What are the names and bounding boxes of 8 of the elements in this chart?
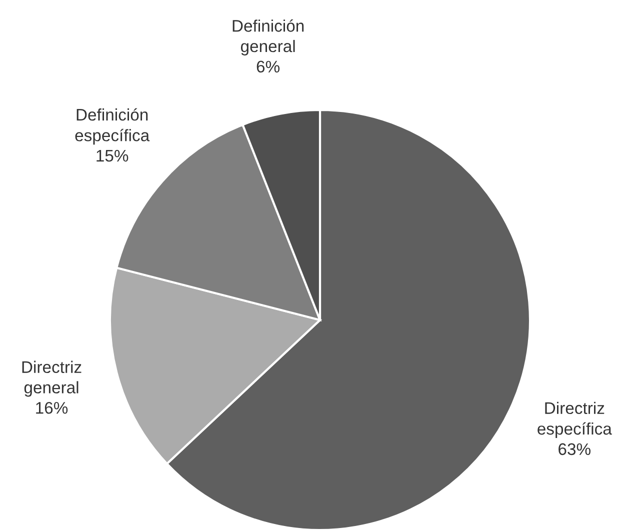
slice-label: Directriz específica xyxy=(538,402,612,438)
slice-label: Directriz general xyxy=(22,360,82,397)
data-label: 16% xyxy=(36,402,68,414)
slice-label: Definición específica xyxy=(75,108,150,145)
slice-label: Definición general xyxy=(232,19,304,56)
data-label: 63% xyxy=(558,443,590,456)
data-label: 6% xyxy=(256,60,280,73)
data-label: 15% xyxy=(96,150,128,162)
